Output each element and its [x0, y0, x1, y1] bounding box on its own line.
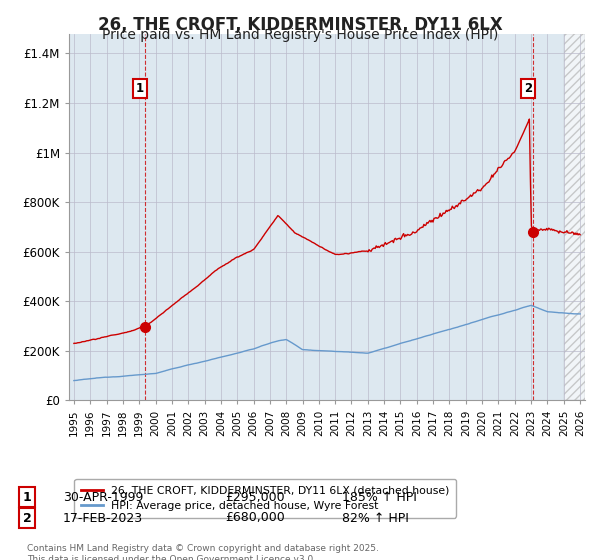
Text: 17-FEB-2023: 17-FEB-2023	[63, 511, 143, 525]
Text: 30-APR-1999: 30-APR-1999	[63, 491, 143, 504]
Text: Contains HM Land Registry data © Crown copyright and database right 2025.
This d: Contains HM Land Registry data © Crown c…	[27, 544, 379, 560]
Legend: 26, THE CROFT, KIDDERMINSTER, DY11 6LX (detached house), HPI: Average price, det: 26, THE CROFT, KIDDERMINSTER, DY11 6LX (…	[74, 479, 456, 517]
Text: 2: 2	[23, 511, 31, 525]
Text: £295,000: £295,000	[225, 491, 284, 504]
Text: £680,000: £680,000	[225, 511, 285, 525]
Text: 26, THE CROFT, KIDDERMINSTER, DY11 6LX: 26, THE CROFT, KIDDERMINSTER, DY11 6LX	[98, 16, 502, 34]
Text: 185% ↑ HPI: 185% ↑ HPI	[342, 491, 417, 504]
Bar	[564, 34, 585, 400]
Text: 1: 1	[136, 82, 144, 95]
Text: 1: 1	[23, 491, 31, 504]
Text: 2: 2	[524, 82, 532, 95]
Text: 82% ↑ HPI: 82% ↑ HPI	[342, 511, 409, 525]
Text: Price paid vs. HM Land Registry's House Price Index (HPI): Price paid vs. HM Land Registry's House …	[102, 28, 498, 42]
